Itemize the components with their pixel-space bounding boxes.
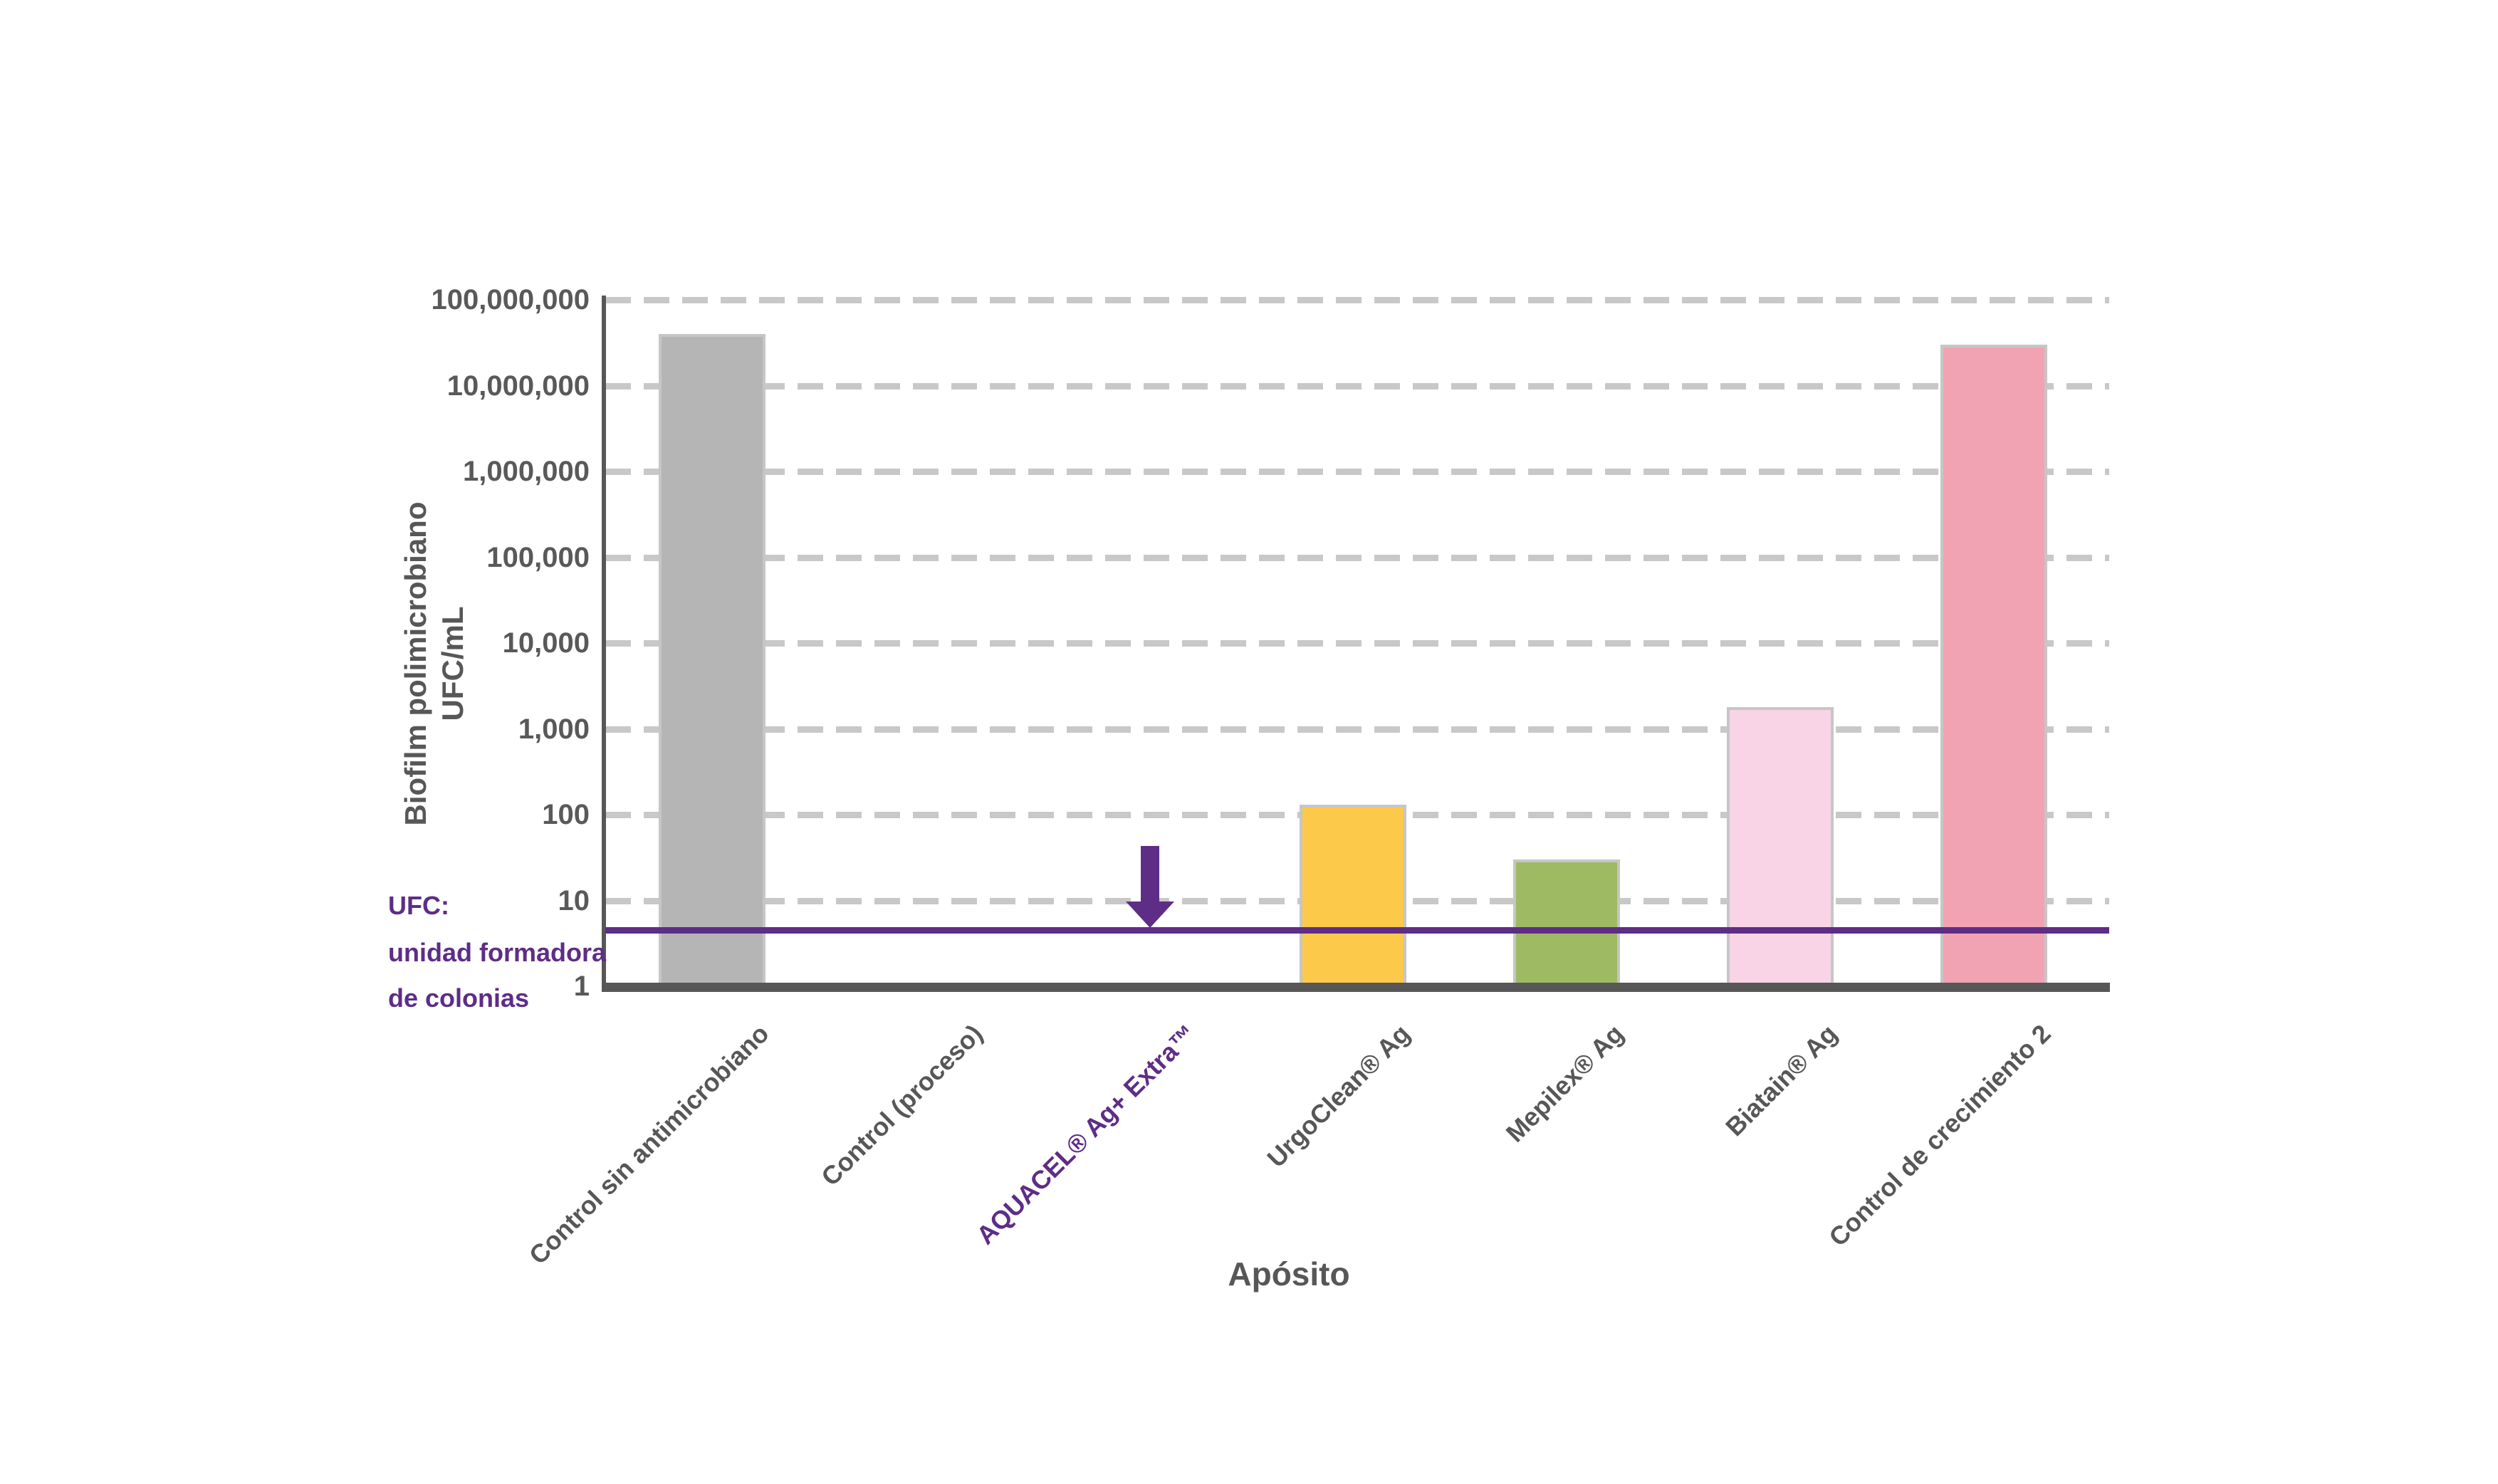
x-axis-title: Apósito	[1228, 1255, 1350, 1292]
y-tick-1,000: 1,000	[518, 713, 590, 745]
y-axis-line	[602, 296, 606, 992]
gridline-1,000	[605, 726, 2109, 733]
gridline-100,000	[605, 554, 2109, 561]
gridline-1,000,000	[605, 469, 2109, 475]
bar-4	[1300, 805, 1406, 986]
arrow-head	[1126, 902, 1174, 928]
bar-1	[659, 333, 765, 986]
y-tick-10,000,000: 10,000,000	[446, 370, 590, 402]
category-label-5: Mepilex® Ag	[1500, 1018, 1629, 1148]
detection-limit-line	[605, 927, 2109, 934]
y-tick-100,000,000: 100,000,000	[431, 284, 590, 315]
category-label-3: AQUACEL® Ag+ Extra™	[970, 1018, 1202, 1250]
y-tick-1,000,000: 1,000,000	[463, 456, 590, 487]
gridline-10,000,000	[605, 382, 2109, 390]
arrow-shaft	[1141, 846, 1159, 906]
bar-5	[1513, 859, 1620, 986]
bar-7	[1940, 345, 2047, 986]
x-axis-line	[602, 983, 2110, 992]
gridline-100,000,000	[605, 297, 2109, 303]
y-tick-1: 1	[573, 971, 590, 1002]
category-label-7: Control de crecimiento 2	[1823, 1018, 2057, 1253]
gridline-10,000	[605, 640, 2109, 647]
category-label-1: Control sin antimicrobiano	[523, 1018, 775, 1270]
footnote-ufc-line2: unidad formadora	[388, 938, 607, 967]
footnote-ufc-line3: de colonias	[388, 983, 530, 1013]
category-label-2: Control (proceso)	[815, 1018, 988, 1192]
y-tick-10: 10	[558, 884, 590, 916]
bar-6	[1727, 706, 1834, 986]
category-label-6: Biatain® Ag	[1719, 1018, 1843, 1142]
footnote-ufc-line1: UFC:	[388, 891, 449, 920]
y-tick-10,000: 10,000	[502, 627, 590, 659]
y-tick-100: 100	[542, 799, 590, 830]
y-tick-100,000: 100,000	[486, 541, 590, 573]
category-label-4: UrgoClean® Ag	[1261, 1018, 1416, 1174]
